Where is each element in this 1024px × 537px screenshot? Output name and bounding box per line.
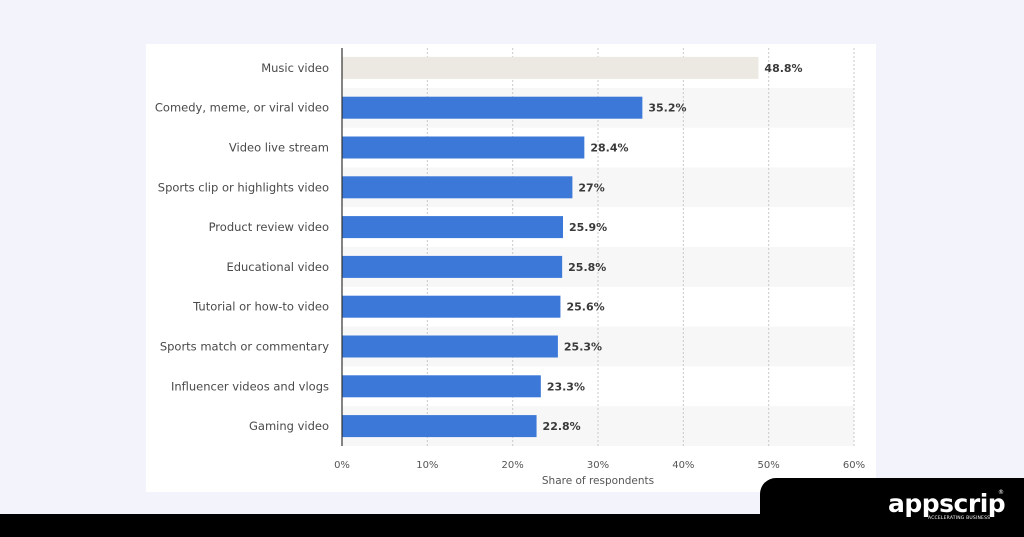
x-tick-label: 40%: [672, 460, 694, 471]
value-label: 48.8%: [764, 62, 802, 75]
chart-card: Music video Comedy, meme, or viral video V…: [146, 44, 876, 492]
category-label: Video live stream: [229, 141, 329, 155]
x-tick-label: 20%: [502, 460, 524, 471]
bar: [342, 295, 561, 318]
value-label: 25.6%: [566, 301, 604, 314]
bar: [342, 255, 563, 278]
category-label: Influencer videos and vlogs: [171, 379, 329, 393]
category-label: Tutorial or how-to video: [192, 300, 329, 314]
x-axis-title: Share of respondents: [542, 475, 654, 487]
bar: [342, 96, 643, 119]
value-label: 25.8%: [568, 261, 606, 274]
value-label: 22.8%: [543, 420, 581, 433]
footer-bar: [0, 514, 1024, 537]
registered-mark: ®: [998, 489, 1004, 496]
brand-name: appscrip: [888, 489, 1006, 518]
category-label: Sports match or commentary: [160, 340, 329, 354]
category-label: Gaming video: [249, 419, 329, 433]
bar: [342, 375, 541, 398]
bar: [342, 136, 585, 159]
bar: [342, 415, 537, 438]
value-label: 23.3%: [547, 380, 585, 393]
category-label: Educational video: [226, 260, 329, 274]
value-label: 27%: [578, 181, 604, 194]
footer-logo-tab: [760, 478, 1024, 518]
brand-tagline: ACCELERATING BUSINESS: [928, 516, 991, 521]
category-label: Music video: [261, 61, 329, 75]
x-tick-label: 10%: [416, 460, 438, 471]
category-label: Comedy, meme, or viral video: [155, 101, 329, 115]
x-tick-label: 0%: [334, 460, 350, 471]
category-label: Product review video: [209, 220, 329, 234]
x-tick-label: 60%: [843, 460, 865, 471]
bar: [342, 176, 573, 199]
x-tick-label: 30%: [587, 460, 609, 471]
category-label: Sports clip or highlights video: [158, 180, 329, 194]
bar: [342, 335, 558, 358]
bar: [342, 216, 564, 239]
value-label: 25.9%: [569, 221, 607, 234]
bar: [342, 56, 759, 79]
brand-logo: appscrip ACCELERATING BUSINESS ®: [888, 489, 1008, 529]
value-label: 25.3%: [564, 341, 602, 354]
x-tick-label: 50%: [758, 460, 780, 471]
value-label: 35.2%: [648, 102, 686, 115]
bar-chart: Music video Comedy, meme, or viral video V…: [155, 48, 865, 487]
value-label: 28.4%: [590, 142, 628, 155]
